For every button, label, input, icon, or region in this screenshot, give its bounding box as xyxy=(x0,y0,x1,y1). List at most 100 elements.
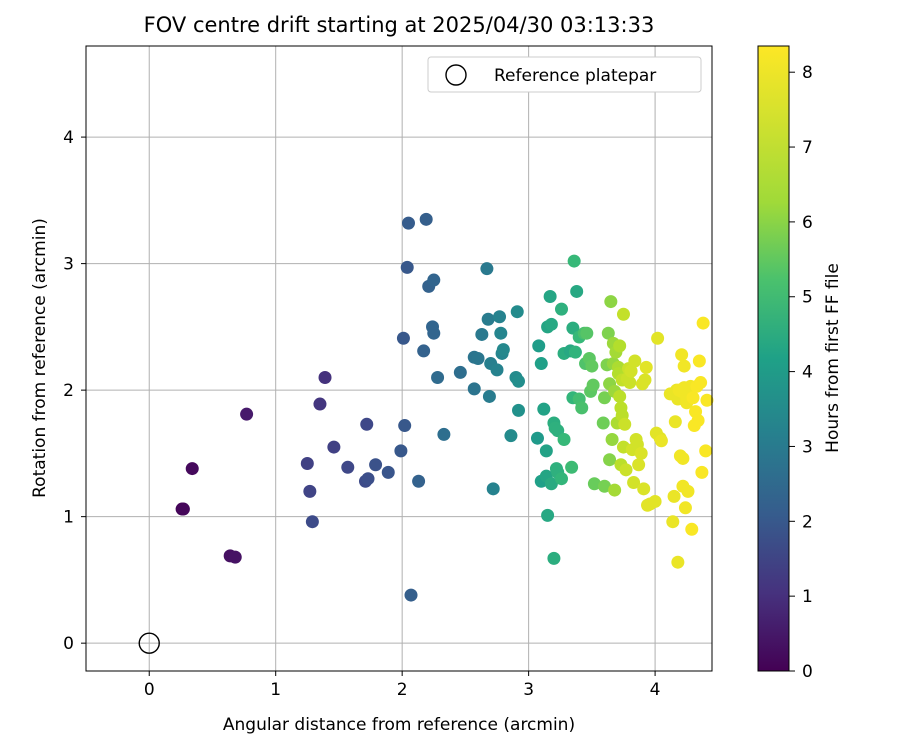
data-point xyxy=(482,389,496,403)
data-point xyxy=(490,363,504,377)
data-point xyxy=(532,339,546,353)
y-tick-label: 2 xyxy=(63,381,74,401)
data-point xyxy=(401,216,415,230)
data-point xyxy=(398,419,412,433)
data-point xyxy=(240,407,254,421)
colorbar-tick-label: 3 xyxy=(802,437,813,457)
data-point xyxy=(675,348,689,362)
data-point xyxy=(303,484,317,498)
y-axis-label: Rotation from reference (arcmin) xyxy=(30,218,50,498)
data-point xyxy=(534,357,548,371)
colorbar-tick-label: 4 xyxy=(802,363,813,383)
y-axis-ticks: 0 1 2 3 4 xyxy=(63,128,86,654)
data-point xyxy=(369,458,383,472)
data-point xyxy=(547,551,561,565)
data-point xyxy=(598,391,612,405)
data-point xyxy=(394,444,408,458)
data-point xyxy=(654,434,668,448)
data-point xyxy=(427,273,441,287)
data-point xyxy=(400,260,414,274)
data-point xyxy=(300,457,314,471)
x-axis-ticks: 0 1 2 3 4 xyxy=(144,671,661,700)
data-point xyxy=(686,391,700,405)
data-point xyxy=(486,482,500,496)
data-point xyxy=(651,331,665,345)
data-point xyxy=(541,508,555,522)
data-point xyxy=(396,331,410,345)
legend-box xyxy=(427,56,702,93)
data-point xyxy=(616,307,630,321)
legend: Reference platepar xyxy=(427,56,702,93)
data-point xyxy=(555,302,569,316)
data-point xyxy=(341,460,355,474)
data-point xyxy=(700,393,714,407)
data-point xyxy=(305,515,319,529)
data-point xyxy=(667,489,681,503)
data-point xyxy=(543,290,557,304)
data-point xyxy=(639,360,653,374)
data-point xyxy=(618,417,632,431)
colorbar-label: Hours from first FF file xyxy=(823,263,843,453)
y-tick-label: 1 xyxy=(63,508,74,528)
colorbar-tick-label: 0 xyxy=(802,662,813,682)
data-point xyxy=(512,403,526,417)
data-point xyxy=(475,327,489,341)
data-point xyxy=(694,376,708,390)
colorbar-tick-label: 7 xyxy=(802,138,813,158)
data-point xyxy=(613,389,627,403)
plot-frame xyxy=(85,45,713,672)
data-point xyxy=(480,262,494,276)
y-tick-label: 4 xyxy=(63,128,74,148)
data-point xyxy=(555,472,569,486)
data-point xyxy=(565,460,579,474)
data-point xyxy=(685,522,699,536)
data-point xyxy=(419,212,433,226)
reference-platepar-marker xyxy=(138,632,160,654)
data-point xyxy=(695,465,709,479)
data-point xyxy=(596,416,610,430)
data-point xyxy=(381,465,395,479)
data-point xyxy=(603,453,617,467)
data-point xyxy=(557,432,571,446)
colorbar-tick-label: 5 xyxy=(802,288,813,308)
data-point xyxy=(537,402,551,416)
data-point xyxy=(575,401,589,415)
data-point xyxy=(671,555,685,569)
data-point xyxy=(318,370,332,384)
data-point xyxy=(601,326,615,340)
x-tick-label: 4 xyxy=(650,680,661,700)
data-point xyxy=(605,432,619,446)
data-point xyxy=(361,472,375,486)
data-point xyxy=(681,484,695,498)
data-point xyxy=(228,550,242,564)
data-point xyxy=(530,431,544,445)
data-point xyxy=(417,344,431,358)
colorbar-tick-label: 6 xyxy=(802,213,813,233)
x-tick-label: 0 xyxy=(144,680,155,700)
x-tick-label: 1 xyxy=(270,680,281,700)
data-point xyxy=(471,352,485,365)
data-point xyxy=(481,312,495,326)
data-point xyxy=(586,378,600,392)
data-point xyxy=(634,446,648,460)
data-point xyxy=(628,354,642,368)
scatter-points xyxy=(138,212,714,654)
data-point xyxy=(510,305,524,319)
colorbar-tick-label: 2 xyxy=(802,512,813,532)
data-point xyxy=(568,345,582,359)
data-point xyxy=(666,515,680,529)
colorbar-tick-label: 1 xyxy=(802,587,813,607)
data-point xyxy=(544,477,558,491)
data-point xyxy=(176,502,190,516)
data-point xyxy=(412,474,426,488)
data-point xyxy=(691,413,705,427)
data-point xyxy=(699,444,713,458)
data-point xyxy=(692,354,706,368)
data-point xyxy=(404,588,418,602)
data-point xyxy=(627,475,641,489)
colorbar-ticks: 0 1 2 3 4 5 6 7 8 xyxy=(789,63,813,682)
y-tick-label: 3 xyxy=(63,255,74,275)
data-point xyxy=(624,364,638,378)
legend-reference-marker xyxy=(445,64,467,86)
